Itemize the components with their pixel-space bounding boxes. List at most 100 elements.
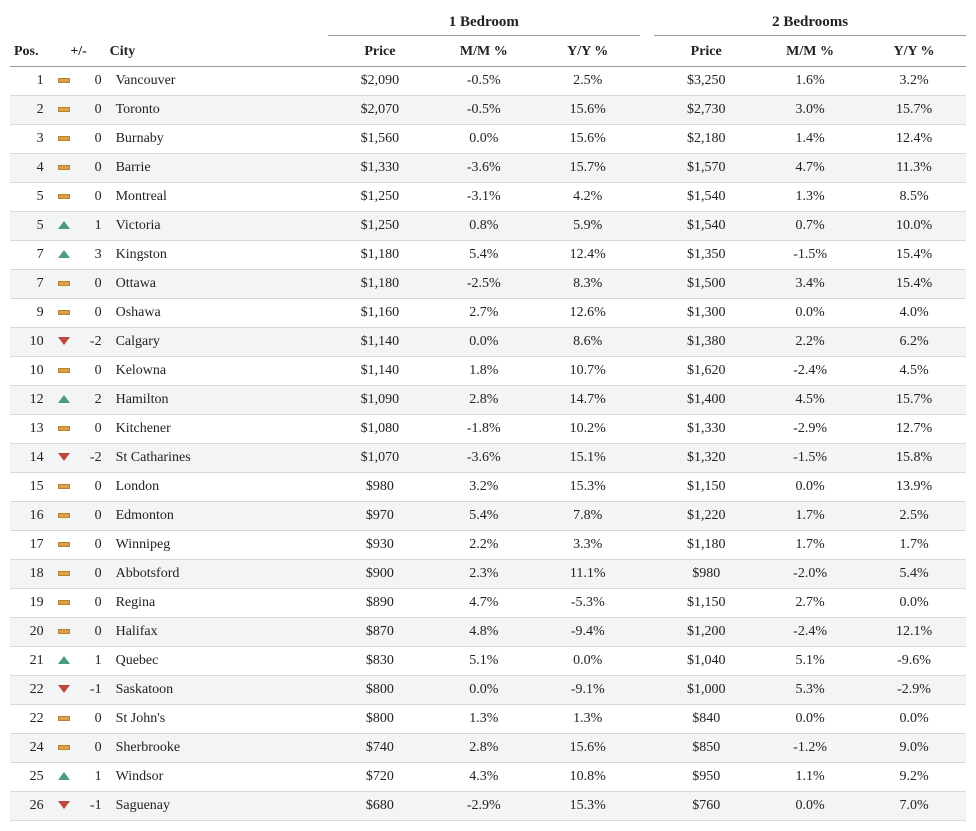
table-row: 170Winnipeg$9302.2%3.3%$1,1801.7%1.7% — [10, 531, 966, 560]
cell-mm-2br: 0.7% — [758, 212, 862, 241]
cell-price-1br: $890 — [328, 589, 432, 618]
cell-change: 0 — [77, 560, 106, 589]
cell-mm-1br: 2.2% — [432, 531, 536, 560]
cell-price-2br: $1,620 — [654, 357, 758, 386]
table-row: 211Quebec$8305.1%0.0%$1,0405.1%-9.6% — [10, 647, 966, 676]
cell-price-1br: $2,070 — [328, 96, 432, 125]
cell-change: 0 — [77, 154, 106, 183]
cell-price-1br: $1,560 — [328, 125, 432, 154]
cell-yy-2br: 6.2% — [862, 328, 966, 357]
cell-change: 0 — [77, 299, 106, 328]
table-row: 90Oshawa$1,1602.7%12.6%$1,3000.0%4.0% — [10, 299, 966, 328]
cell-mm-2br: 3.0% — [758, 96, 862, 125]
cell-city: Barrie — [106, 154, 314, 183]
arrow-up-icon — [58, 656, 70, 664]
table-row: 220St John's$8001.3%1.3%$8400.0%0.0% — [10, 705, 966, 734]
cell-city: Saguenay — [106, 792, 314, 821]
cell-yy-1br: 1.3% — [536, 705, 640, 734]
cell-price-2br: $850 — [654, 734, 758, 763]
cell-yy-1br: -5.3% — [536, 589, 640, 618]
cell-arrow — [52, 415, 77, 444]
table-row: 40Barrie$1,330-3.6%15.7%$1,5704.7%11.3% — [10, 154, 966, 183]
cell-yy-2br: 2.5% — [862, 502, 966, 531]
table-row: 251Windsor$7204.3%10.8%$9501.1%9.2% — [10, 763, 966, 792]
cell-mm-2br: -2.0% — [758, 560, 862, 589]
cell-change: 0 — [77, 589, 106, 618]
cell-mm-1br: 4.3% — [432, 763, 536, 792]
cell-mm-1br: 2.3% — [432, 560, 536, 589]
cell-price-2br: $760 — [654, 792, 758, 821]
cell-arrow — [52, 328, 77, 357]
cell-price-1br: $740 — [328, 734, 432, 763]
cell-change: 0 — [77, 357, 106, 386]
cell-mm-2br: 2.2% — [758, 328, 862, 357]
cell-pos: 21 — [10, 647, 52, 676]
cell-mm-2br: 5.1% — [758, 647, 862, 676]
cell-arrow — [52, 473, 77, 502]
cell-price-2br: $2,180 — [654, 125, 758, 154]
cell-yy-2br: 12.1% — [862, 618, 966, 647]
header-yy-2: Y/Y % — [862, 36, 966, 67]
cell-yy-1br: 11.1% — [536, 560, 640, 589]
cell-price-2br: $1,150 — [654, 589, 758, 618]
group-header-1br: 1 Bedroom — [328, 10, 640, 36]
cell-city: Windsor — [106, 763, 314, 792]
cell-arrow — [52, 299, 77, 328]
cell-price-2br: $1,570 — [654, 154, 758, 183]
cell-mm-2br: 0.0% — [758, 705, 862, 734]
cell-mm-1br: 2.7% — [432, 299, 536, 328]
cell-price-2br: $1,300 — [654, 299, 758, 328]
cell-mm-1br: 3.2% — [432, 473, 536, 502]
arrow-flat-icon — [58, 310, 70, 315]
cell-yy-1br: -9.1% — [536, 676, 640, 705]
arrow-flat-icon — [58, 136, 70, 141]
cell-mm-1br: 0.0% — [432, 328, 536, 357]
arrow-flat-icon — [58, 542, 70, 547]
cell-mm-1br: 5.4% — [432, 241, 536, 270]
cell-mm-2br: 1.3% — [758, 183, 862, 212]
table-row: 51Victoria$1,2500.8%5.9%$1,5400.7%10.0% — [10, 212, 966, 241]
header-pos: Pos. — [10, 36, 52, 67]
cell-city: Regina — [106, 589, 314, 618]
cell-arrow — [52, 212, 77, 241]
cell-price-2br: $1,000 — [654, 676, 758, 705]
cell-arrow — [52, 589, 77, 618]
arrow-up-icon — [58, 772, 70, 780]
cell-pos: 10 — [10, 357, 52, 386]
cell-city: Halifax — [106, 618, 314, 647]
cell-pos: 5 — [10, 212, 52, 241]
arrow-flat-icon — [58, 165, 70, 170]
cell-price-1br: $680 — [328, 792, 432, 821]
cell-mm-2br: 1.7% — [758, 531, 862, 560]
cell-yy-1br: 15.3% — [536, 473, 640, 502]
cell-city: Ottawa — [106, 270, 314, 299]
cell-arrow — [52, 96, 77, 125]
cell-city: Saskatoon — [106, 676, 314, 705]
cell-change: -1 — [77, 676, 106, 705]
cell-yy-1br: 12.4% — [536, 241, 640, 270]
arrow-flat-icon — [58, 513, 70, 518]
cell-arrow — [52, 357, 77, 386]
cell-mm-2br: 0.0% — [758, 473, 862, 502]
cell-change: 0 — [77, 415, 106, 444]
table-row: 10Vancouver$2,090-0.5%2.5%$3,2501.6%3.2% — [10, 67, 966, 96]
cell-yy-2br: 15.8% — [862, 444, 966, 473]
cell-change: 0 — [77, 67, 106, 96]
cell-yy-1br: 2.5% — [536, 67, 640, 96]
cell-price-1br: $1,180 — [328, 241, 432, 270]
cell-price-2br: $1,540 — [654, 212, 758, 241]
cell-price-1br: $720 — [328, 763, 432, 792]
cell-yy-2br: 12.7% — [862, 415, 966, 444]
cell-price-1br: $800 — [328, 676, 432, 705]
cell-arrow — [52, 183, 77, 212]
cell-mm-2br: 3.4% — [758, 270, 862, 299]
cell-mm-1br: -3.6% — [432, 154, 536, 183]
table-row: 190Regina$8904.7%-5.3%$1,1502.7%0.0% — [10, 589, 966, 618]
arrow-flat-icon — [58, 745, 70, 750]
cell-change: 2 — [77, 386, 106, 415]
cell-arrow — [52, 734, 77, 763]
cell-city: Kelowna — [106, 357, 314, 386]
cell-mm-2br: -2.4% — [758, 357, 862, 386]
cell-arrow — [52, 241, 77, 270]
cell-pos: 26 — [10, 792, 52, 821]
